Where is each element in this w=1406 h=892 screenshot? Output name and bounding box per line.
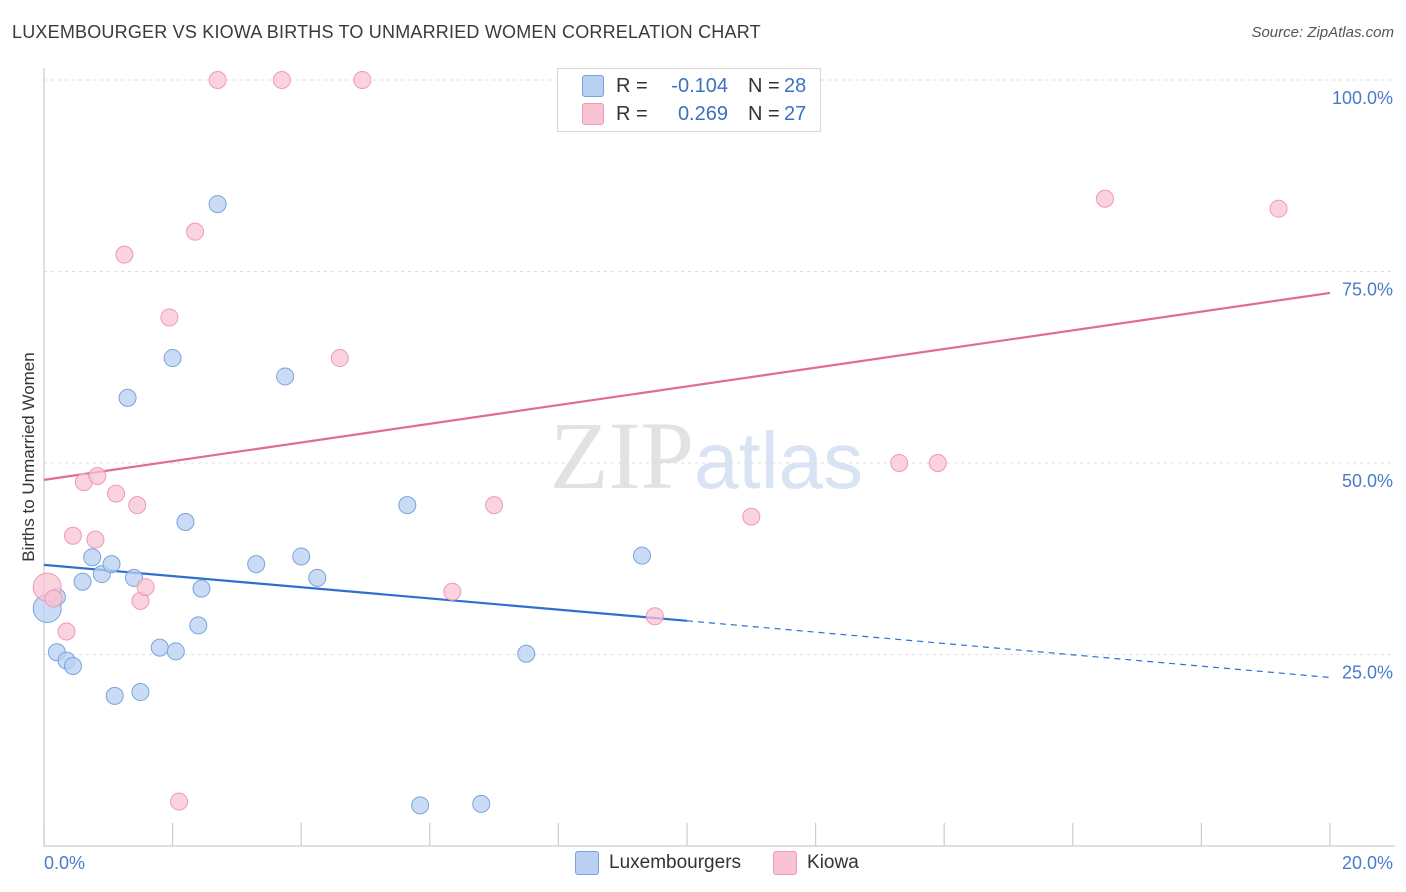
watermark: ZIPatlas: [550, 400, 863, 511]
point-luxembourgers: [411, 796, 430, 815]
point-luxembourgers: [472, 794, 491, 813]
point-luxembourgers: [176, 512, 195, 531]
point-kiowa: [44, 589, 63, 608]
trend-line-kiowa: [43, 291, 1331, 481]
point-luxembourgers: [118, 388, 137, 407]
point-kiowa: [160, 308, 179, 327]
point-kiowa: [208, 71, 227, 89]
point-kiowa: [63, 526, 82, 545]
trend-line-luxembourgers-extrapolated: [686, 620, 1331, 679]
point-kiowa: [107, 484, 126, 503]
data-points: [32, 71, 1288, 815]
legend-n-value: 27: [784, 102, 807, 125]
point-kiowa: [88, 467, 107, 486]
trend-line-luxembourgers: [43, 563, 688, 622]
x-tick-label: 0.0%: [44, 853, 85, 873]
point-luxembourgers: [131, 683, 150, 702]
point-kiowa: [890, 454, 909, 472]
legend-n-label: N =: [748, 74, 780, 97]
point-kiowa: [353, 71, 372, 89]
legend-swatch-luxembourgers: [582, 75, 604, 97]
point-kiowa: [136, 578, 155, 597]
point-luxembourgers: [83, 548, 102, 567]
y-tick-label: 75.0%: [1342, 280, 1393, 300]
point-kiowa: [742, 507, 761, 526]
point-luxembourgers: [247, 555, 266, 574]
point-luxembourgers: [308, 568, 327, 587]
y-tick-label: 100.0%: [1332, 88, 1393, 108]
source-label: Source: ZipAtlas.com: [1251, 24, 1394, 41]
point-luxembourgers: [105, 686, 124, 705]
point-luxembourgers: [192, 579, 211, 598]
point-luxembourgers: [63, 656, 82, 675]
point-kiowa: [1095, 189, 1114, 208]
point-luxembourgers: [166, 642, 185, 661]
series-legend: Luxembourgers Kiowa: [575, 851, 891, 875]
point-luxembourgers: [208, 195, 227, 214]
axes: [43, 68, 1395, 847]
series-legend-kiowa[interactable]: Kiowa: [773, 851, 859, 875]
series-swatch-kiowa: [773, 851, 798, 875]
y-tick-label: 25.0%: [1342, 663, 1393, 683]
series-swatch-luxembourgers: [575, 851, 599, 875]
grid-lines: [44, 79, 1395, 655]
point-luxembourgers: [276, 367, 295, 386]
series-label-luxembourgers: Luxembourgers: [609, 852, 742, 873]
y-axis-label: Births to Unmarried Women: [19, 352, 38, 561]
legend-r-label: R =: [616, 102, 648, 125]
y-tick-label: 50.0%: [1342, 471, 1393, 491]
chart-title: LUXEMBOURGER VS KIOWA BIRTHS TO UNMARRIE…: [12, 22, 761, 42]
series-legend-luxembourgers[interactable]: Luxembourgers: [575, 851, 741, 875]
series-label-kiowa: Kiowa: [807, 852, 859, 873]
legend-r-value: -0.104: [671, 74, 728, 97]
point-luxembourgers: [517, 644, 536, 663]
watermark-zip: ZIP: [550, 402, 694, 509]
legend-row-kiowa: R = 0.269 N = 27: [582, 101, 806, 127]
legend-row-luxembourgers: R = -0.104 N = 28: [582, 73, 806, 99]
point-kiowa: [170, 792, 189, 811]
point-kiowa: [443, 582, 462, 601]
trend-lines: [43, 291, 1331, 679]
legend-n-value: 28: [784, 74, 807, 97]
legend-r-label: R =: [616, 74, 648, 97]
point-kiowa: [115, 245, 134, 264]
point-kiowa: [272, 71, 291, 89]
point-luxembourgers: [163, 349, 182, 368]
x-tick-label: 20.0%: [1342, 853, 1393, 873]
watermark-atlas: atlas: [694, 416, 863, 505]
legend-swatch-kiowa: [582, 103, 604, 125]
legend-r-value: 0.269: [677, 102, 728, 125]
point-luxembourgers: [150, 638, 169, 657]
point-kiowa: [1269, 199, 1288, 218]
correlation-legend: R = -0.104 N = 28 R = 0.269 N = 27: [557, 68, 821, 132]
point-luxembourgers: [292, 547, 311, 566]
point-kiowa: [57, 622, 76, 641]
point-luxembourgers: [632, 546, 651, 565]
point-luxembourgers: [398, 496, 417, 515]
point-kiowa: [645, 607, 664, 626]
axis-labels: 25.0% 50.0% 75.0% 100.0% 0.0% 20.0% Births to …: [19, 88, 1393, 873]
point-kiowa: [928, 454, 947, 472]
point-luxembourgers: [189, 616, 208, 635]
point-kiowa: [485, 496, 504, 515]
point-kiowa: [86, 530, 105, 549]
legend-n-label: N =: [748, 102, 780, 125]
point-kiowa: [186, 222, 205, 241]
point-kiowa: [330, 349, 349, 368]
point-luxembourgers: [73, 572, 92, 591]
point-kiowa: [128, 496, 147, 515]
point-luxembourgers: [102, 555, 121, 574]
